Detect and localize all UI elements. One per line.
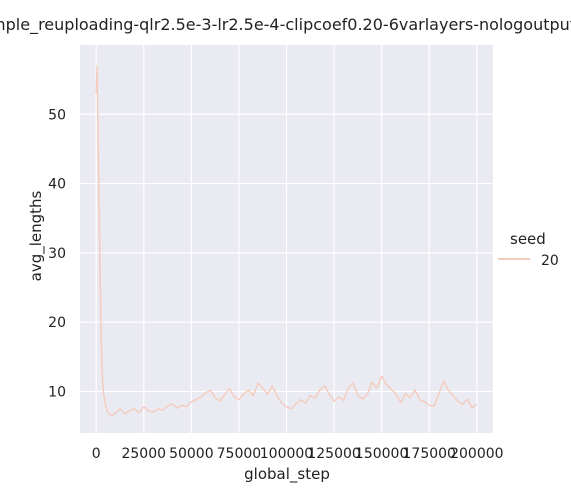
legend-title: seed — [510, 230, 546, 248]
y-tick-label: 20 — [48, 315, 66, 331]
x-tick-label: 175000 — [403, 446, 456, 462]
y-tick-labels: 10 20 30 40 50 — [48, 107, 66, 400]
series-layer — [95, 65, 478, 417]
x-tick-label: 0 — [92, 446, 101, 462]
x-tick-label: 200000 — [450, 446, 503, 462]
x-axis-label: global_step — [244, 465, 330, 484]
y-tick-label: 50 — [48, 107, 66, 123]
grid-lines — [80, 45, 493, 433]
x-tick-label: 150000 — [355, 446, 408, 462]
x-tick-label: 125000 — [307, 446, 360, 462]
legend-entry-label: 20 — [541, 253, 559, 269]
y-tick-label: 10 — [48, 384, 66, 400]
legend: seed 20 — [498, 230, 559, 269]
x-tick-label: 25000 — [121, 446, 166, 462]
chart-title: -simple_reuploading-qlr2.5e-3-lr2.5e-4-c… — [0, 15, 571, 35]
x-tick-labels: 0 25000 50000 75000100000125000150000175000… — [92, 446, 504, 462]
x-tick-label: 75000 — [217, 446, 262, 462]
y-tick-label: 30 — [48, 246, 66, 262]
series-line-20 — [95, 65, 478, 417]
y-tick-label: 40 — [48, 177, 66, 193]
x-tick-label: 100000 — [260, 446, 313, 462]
x-tick-label: 50000 — [169, 446, 214, 462]
y-axis-label: avg_lengths — [27, 190, 46, 281]
